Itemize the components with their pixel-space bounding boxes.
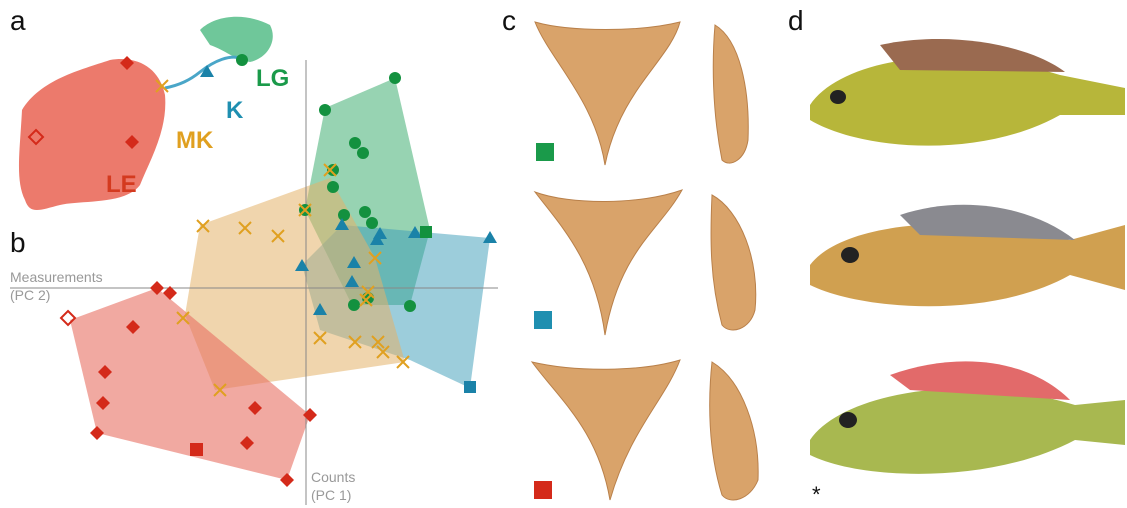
point bbox=[323, 163, 337, 177]
point bbox=[389, 72, 401, 84]
point bbox=[420, 226, 432, 238]
point bbox=[376, 345, 390, 359]
river bbox=[164, 55, 241, 90]
point bbox=[90, 426, 104, 440]
point bbox=[368, 251, 382, 265]
point bbox=[163, 286, 177, 300]
panel-label: a bbox=[10, 5, 26, 36]
point bbox=[96, 396, 110, 410]
point bbox=[483, 231, 497, 243]
point bbox=[213, 383, 227, 397]
group-label: LE bbox=[106, 171, 137, 198]
axis-label: Measurements bbox=[10, 269, 103, 285]
point bbox=[248, 401, 262, 415]
point bbox=[335, 218, 349, 230]
lake-map bbox=[200, 16, 273, 62]
point bbox=[238, 221, 252, 235]
axis-label: (PC 1) bbox=[311, 487, 351, 503]
point bbox=[464, 381, 476, 393]
group-label: K bbox=[226, 97, 244, 124]
point bbox=[348, 335, 362, 349]
point bbox=[271, 229, 285, 243]
group-marker bbox=[534, 311, 552, 329]
point bbox=[98, 365, 112, 379]
point bbox=[59, 309, 77, 327]
point bbox=[27, 128, 45, 146]
panel-label: d bbox=[788, 5, 804, 36]
point bbox=[196, 219, 210, 233]
point bbox=[313, 303, 327, 315]
fish-images bbox=[810, 39, 1125, 474]
point bbox=[313, 331, 327, 345]
point bbox=[361, 285, 375, 299]
point bbox=[298, 203, 312, 217]
point bbox=[348, 299, 360, 311]
point bbox=[345, 275, 359, 287]
point bbox=[366, 217, 378, 229]
point bbox=[404, 300, 416, 312]
point bbox=[370, 233, 384, 245]
point bbox=[240, 436, 254, 450]
point bbox=[347, 256, 361, 268]
panel-label: b bbox=[10, 227, 26, 258]
point bbox=[359, 206, 371, 218]
lake-map bbox=[18, 59, 166, 210]
point bbox=[349, 137, 361, 149]
point bbox=[120, 56, 134, 70]
point bbox=[338, 209, 350, 221]
point bbox=[359, 293, 373, 307]
group-marker bbox=[534, 481, 552, 499]
point bbox=[357, 147, 369, 159]
bone-images bbox=[530, 21, 759, 501]
point bbox=[150, 281, 164, 295]
point bbox=[396, 355, 410, 369]
point bbox=[125, 135, 139, 149]
point bbox=[280, 473, 294, 487]
group-label: MK bbox=[176, 127, 214, 154]
axis-label: (PC 2) bbox=[10, 287, 50, 303]
point bbox=[236, 54, 248, 66]
point bbox=[126, 320, 140, 334]
point bbox=[319, 104, 331, 116]
point bbox=[176, 311, 190, 325]
point bbox=[155, 79, 169, 93]
points bbox=[27, 54, 497, 487]
axis-label: Counts bbox=[311, 469, 355, 485]
point bbox=[190, 443, 203, 456]
point bbox=[371, 335, 385, 349]
footnote: * bbox=[812, 482, 821, 507]
point bbox=[327, 164, 339, 176]
group-label: LG bbox=[256, 65, 289, 92]
panel-label: c bbox=[502, 5, 516, 36]
point bbox=[408, 226, 422, 238]
group-marker bbox=[536, 143, 554, 161]
point bbox=[303, 408, 317, 422]
point bbox=[200, 65, 214, 77]
hull bbox=[70, 288, 310, 480]
point bbox=[295, 259, 309, 271]
point bbox=[327, 181, 339, 193]
